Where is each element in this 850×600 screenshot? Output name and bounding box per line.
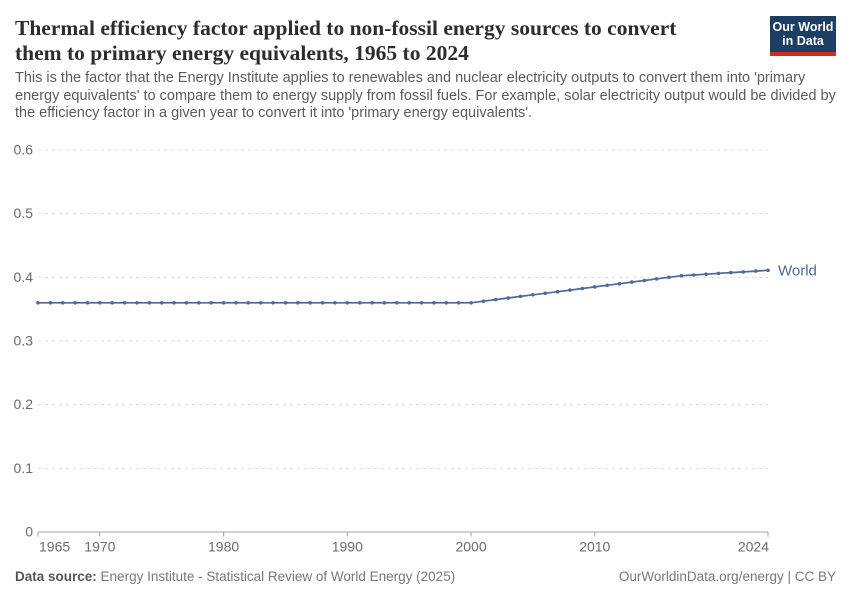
- data-point: [234, 301, 238, 305]
- page-title: Thermal efficiency factor applied to non…: [15, 16, 677, 65]
- data-point: [184, 301, 189, 305]
- data-point: [135, 301, 139, 305]
- data-point: [73, 301, 77, 305]
- data-point: [333, 301, 337, 305]
- data-point: [110, 301, 114, 305]
- owid-logo: Our World in Data: [770, 16, 836, 56]
- data-point: [506, 296, 511, 300]
- owid-logo-line1: Our World: [772, 20, 834, 34]
- data-point: [617, 281, 622, 286]
- data-source-label: Data source:: [15, 569, 97, 584]
- data-point: [395, 301, 399, 305]
- data-point: [271, 301, 275, 305]
- data-point: [741, 270, 746, 274]
- x-tick-label: 2010: [579, 539, 610, 555]
- data-point: [258, 301, 263, 305]
- x-tick-label: 1965: [39, 539, 70, 555]
- data-point: [357, 301, 362, 305]
- data-point: [692, 273, 696, 277]
- chart-footer: Data source: Energy Institute - Statisti…: [15, 568, 836, 585]
- data-point: [209, 301, 213, 305]
- data-point: [221, 301, 226, 305]
- x-tick-label: 2000: [455, 539, 486, 555]
- data-point: [469, 301, 473, 305]
- x-tick-label: 1970: [84, 539, 115, 555]
- data-point: [555, 289, 560, 294]
- x-tick-label: 1990: [332, 539, 363, 555]
- data-point: [60, 301, 65, 305]
- data-point: [197, 301, 201, 305]
- data-point: [98, 301, 102, 305]
- data-point: [36, 301, 40, 305]
- chart-subtitle: This is the factor that the Energy Insti…: [15, 70, 836, 121]
- data-point: [543, 291, 548, 296]
- data-point: [283, 301, 288, 305]
- entity-label-world: World: [778, 262, 817, 279]
- data-point: [122, 301, 127, 305]
- data-point: [518, 294, 523, 299]
- x-tick-label: 1980: [208, 539, 239, 555]
- world-line: [38, 269, 769, 304]
- owid-logo-line2: in Data: [782, 34, 824, 48]
- license-link[interactable]: OurWorldinData.org/energy | CC BY: [618, 569, 836, 584]
- data-point: [308, 301, 313, 305]
- data-point: [296, 301, 300, 305]
- y-tick-label: 0.2: [14, 396, 34, 412]
- y-tick-label: 0.3: [14, 333, 34, 349]
- data-point: [716, 271, 721, 276]
- y-tick-label: 0.1: [14, 460, 34, 476]
- data-point: [370, 301, 374, 305]
- y-tick-label: 0.6: [14, 142, 34, 158]
- data-point: [456, 301, 461, 305]
- data-point: [580, 286, 585, 291]
- data-point: [494, 297, 498, 302]
- data-point: [654, 277, 659, 281]
- data-point: [85, 301, 90, 305]
- data-point: [531, 293, 535, 297]
- data-point: [729, 270, 733, 275]
- data-point: [320, 301, 325, 305]
- data-point: [172, 301, 176, 305]
- data-point: [246, 301, 251, 305]
- data-point: [481, 299, 486, 304]
- data-point: [48, 301, 53, 305]
- data-point: [345, 301, 350, 305]
- data-point: [605, 283, 609, 288]
- data-point: [432, 301, 436, 305]
- data-point: [704, 272, 708, 277]
- data-point: [568, 288, 572, 292]
- data-point: [407, 301, 412, 305]
- y-tick-label: 0: [25, 524, 33, 540]
- data-point: [630, 280, 634, 284]
- data-source-line: Data source: Energy Institute - Statisti…: [15, 568, 455, 585]
- y-tick-label: 0.5: [14, 205, 34, 221]
- data-point: [593, 285, 597, 289]
- data-point: [382, 301, 387, 305]
- data-point: [679, 273, 684, 278]
- data-point: [667, 275, 671, 280]
- data-point: [147, 301, 152, 305]
- data-point: [642, 278, 647, 283]
- y-tick-label: 0.4: [14, 269, 34, 285]
- x-tick-label: 2024: [738, 539, 769, 555]
- data-point: [419, 301, 424, 305]
- data-point: [766, 268, 770, 273]
- data-point: [159, 301, 164, 305]
- data-point: [444, 301, 449, 305]
- data-point: [753, 269, 758, 273]
- data-source-text: Energy Institute - Statistical Review of…: [100, 569, 456, 584]
